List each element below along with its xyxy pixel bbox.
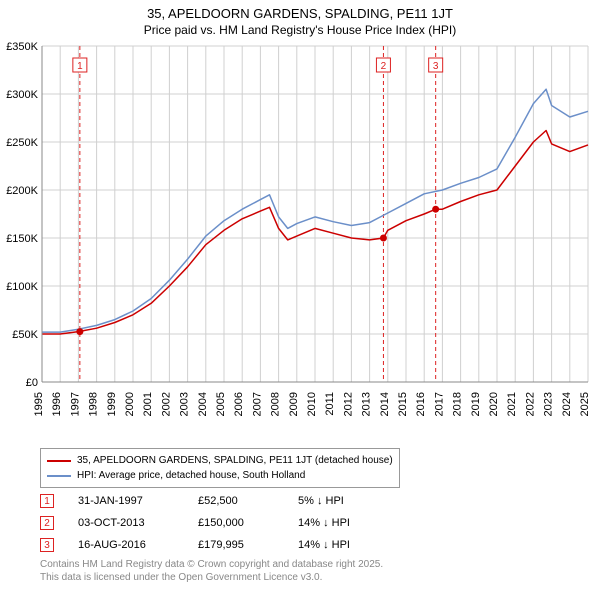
event-date: 03-OCT-2013: [78, 517, 198, 529]
title-subtitle: Price paid vs. HM Land Registry's House …: [0, 23, 600, 37]
event-date: 31-JAN-1997: [78, 495, 198, 507]
chart-plot-area: £0£50K£100K£150K£200K£250K£300K£350K1995…: [40, 42, 590, 382]
svg-text:2000: 2000: [124, 392, 136, 416]
footer-line: Contains HM Land Registry data © Crown c…: [40, 558, 383, 571]
svg-text:1995: 1995: [33, 392, 45, 416]
event-marker-box: 3: [40, 538, 54, 552]
event-marker-box: 1: [40, 494, 54, 508]
legend-swatch: [47, 460, 71, 462]
svg-text:1: 1: [77, 61, 83, 72]
svg-text:2013: 2013: [361, 392, 373, 416]
svg-text:3: 3: [433, 61, 439, 72]
svg-text:£300K: £300K: [6, 89, 38, 101]
svg-text:1996: 1996: [51, 392, 63, 416]
legend-item: HPI: Average price, detached house, Sout…: [47, 468, 393, 483]
svg-text:£250K: £250K: [6, 137, 38, 149]
footer-line: This data is licensed under the Open Gov…: [40, 571, 383, 584]
svg-text:1999: 1999: [106, 392, 118, 416]
legend-label: 35, APELDOORN GARDENS, SPALDING, PE11 1J…: [77, 453, 393, 468]
event-date: 16-AUG-2016: [78, 539, 198, 551]
svg-text:1997: 1997: [69, 392, 81, 416]
svg-text:2023: 2023: [543, 392, 555, 416]
svg-text:2015: 2015: [397, 392, 409, 416]
svg-text:2014: 2014: [379, 392, 391, 416]
svg-text:2022: 2022: [524, 392, 536, 416]
svg-text:2008: 2008: [270, 392, 282, 416]
svg-text:2002: 2002: [160, 392, 172, 416]
svg-text:2006: 2006: [233, 392, 245, 416]
svg-text:1998: 1998: [88, 392, 100, 416]
svg-text:2025: 2025: [579, 392, 591, 416]
svg-text:2016: 2016: [415, 392, 427, 416]
svg-text:2021: 2021: [506, 392, 518, 416]
svg-text:2003: 2003: [179, 392, 191, 416]
svg-text:2011: 2011: [324, 392, 336, 416]
event-row: 1 31-JAN-1997 £52,500 5% ↓ HPI: [40, 490, 418, 512]
svg-text:£50K: £50K: [12, 329, 38, 341]
svg-text:2009: 2009: [288, 392, 300, 416]
legend-item: 35, APELDOORN GARDENS, SPALDING, PE11 1J…: [47, 453, 393, 468]
svg-text:£100K: £100K: [6, 281, 38, 293]
event-delta: 14% ↓ HPI: [298, 539, 418, 551]
event-price: £52,500: [198, 495, 298, 507]
chart-container: 35, APELDOORN GARDENS, SPALDING, PE11 1J…: [0, 0, 600, 590]
event-row: 2 03-OCT-2013 £150,000 14% ↓ HPI: [40, 512, 418, 534]
event-delta: 5% ↓ HPI: [298, 495, 418, 507]
chart-svg: £0 £50K £100K £150K £200K £250K £300K £350K 1995…: [2, 42, 592, 444]
svg-text:£0: £0: [26, 377, 38, 389]
title-address: 35, APELDOORN GARDENS, SPALDING, PE11 1J…: [0, 6, 600, 21]
svg-text:2020: 2020: [488, 392, 500, 416]
svg-text:2005: 2005: [215, 392, 227, 416]
legend-label: HPI: Average price, detached house, Sout…: [77, 468, 305, 483]
event-marker-box: 2: [40, 516, 54, 530]
footer-attribution: Contains HM Land Registry data © Crown c…: [40, 558, 383, 584]
legend: 35, APELDOORN GARDENS, SPALDING, PE11 1J…: [40, 448, 400, 488]
event-price: £179,995: [198, 539, 298, 551]
svg-text:2018: 2018: [452, 392, 464, 416]
event-row: 3 16-AUG-2016 £179,995 14% ↓ HPI: [40, 534, 418, 556]
svg-text:2004: 2004: [197, 392, 209, 416]
svg-text:2007: 2007: [251, 392, 263, 416]
svg-text:2: 2: [381, 61, 387, 72]
legend-swatch: [47, 475, 71, 477]
svg-text:2012: 2012: [342, 392, 354, 416]
title-block: 35, APELDOORN GARDENS, SPALDING, PE11 1J…: [0, 0, 600, 37]
event-price: £150,000: [198, 517, 298, 529]
svg-text:2024: 2024: [561, 392, 573, 416]
svg-text:2010: 2010: [306, 392, 318, 416]
svg-text:2019: 2019: [470, 392, 482, 416]
event-table: 1 31-JAN-1997 £52,500 5% ↓ HPI 2 03-OCT-…: [40, 490, 418, 556]
event-delta: 14% ↓ HPI: [298, 517, 418, 529]
svg-text:£150K: £150K: [6, 233, 38, 245]
svg-text:2017: 2017: [433, 392, 445, 416]
svg-text:£200K: £200K: [6, 185, 38, 197]
svg-text:2001: 2001: [142, 392, 154, 416]
svg-text:£350K: £350K: [6, 42, 38, 53]
